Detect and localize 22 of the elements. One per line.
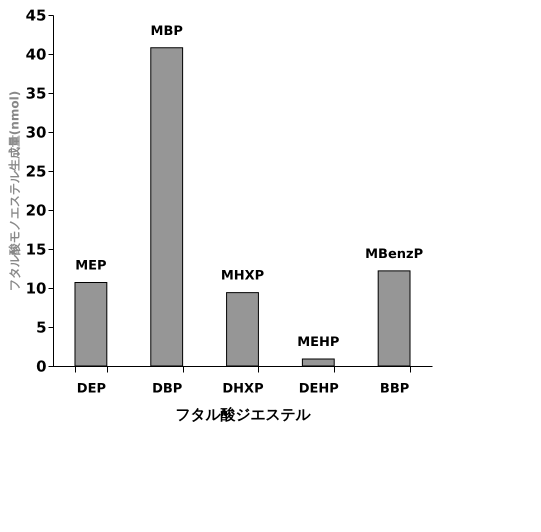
y-tick-label: 35 bbox=[26, 84, 46, 102]
y-tick-label: 0 bbox=[36, 358, 46, 376]
y-tick-label: 5 bbox=[36, 318, 46, 336]
annotation: MHXP bbox=[220, 268, 264, 284]
y-tick-label: 40 bbox=[26, 46, 46, 64]
x-tick-label: DBP bbox=[152, 382, 182, 396]
y-axis-title: フタル酸モノエステル生成量(nmol) bbox=[8, 90, 22, 292]
y-tick-label: 25 bbox=[26, 162, 46, 180]
x-tick-label: BBP bbox=[380, 382, 410, 396]
y-tick-label: 20 bbox=[26, 202, 46, 220]
annotation: MBenzP bbox=[365, 246, 424, 262]
x-tick-label: DHXP bbox=[222, 382, 264, 396]
annotation: MBP bbox=[150, 24, 183, 39]
annotation: MEP bbox=[75, 258, 107, 274]
y-tick-label: 30 bbox=[26, 124, 46, 142]
y-tick-label: 45 bbox=[26, 6, 46, 24]
x-axis-title: フタル酸ジエステル bbox=[176, 406, 312, 424]
y-tick-label: 10 bbox=[26, 280, 46, 298]
x-tick-label: DEP bbox=[76, 382, 106, 396]
annotation: MEHP bbox=[297, 334, 340, 350]
x-tick-label: DEHP bbox=[298, 382, 339, 396]
y-tick-label: 15 bbox=[26, 240, 46, 258]
